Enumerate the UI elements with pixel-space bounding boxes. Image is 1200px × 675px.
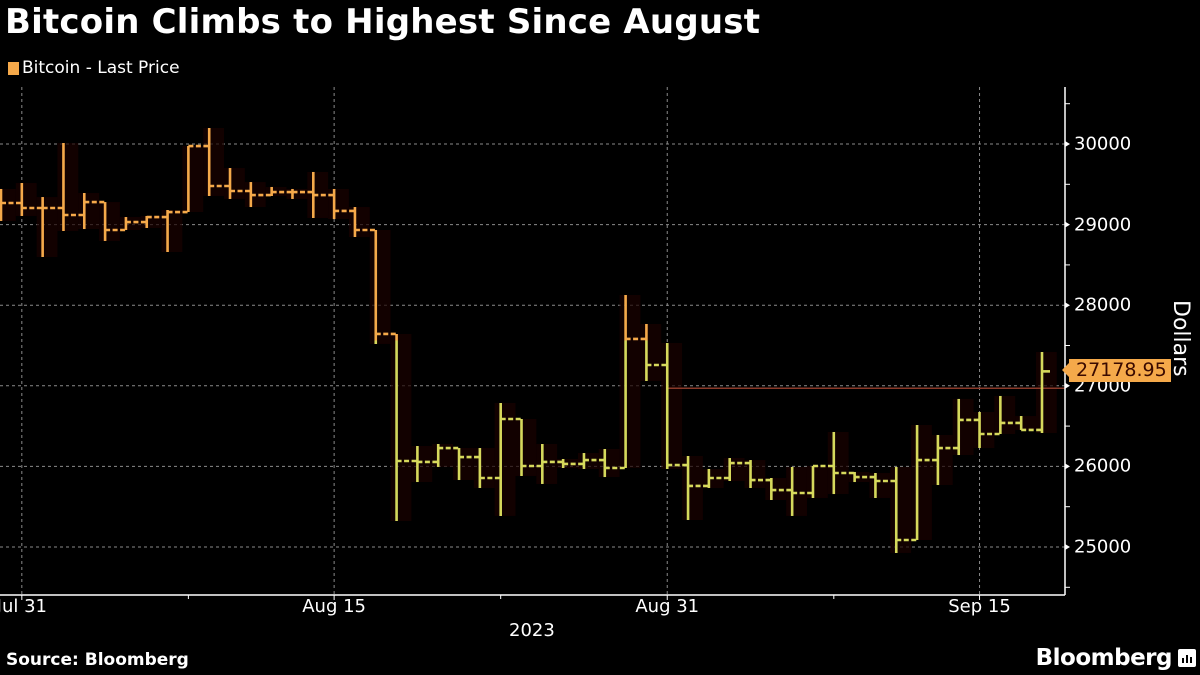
price-bars — [0, 127, 1050, 553]
x-tick-label: Aug 31 — [635, 596, 700, 617]
y-tick-label: 26000 — [1074, 455, 1132, 477]
legend-label: Bitcoin - Last Price — [22, 58, 180, 78]
y-tick-label: 30000 — [1074, 133, 1132, 155]
brand-logo-text: Bloomberg — [1035, 645, 1173, 671]
bloomberg-chart-icon — [1178, 649, 1196, 667]
last-price-tag: 27178.95 — [1062, 359, 1171, 383]
chart-title: Bitcoin Climbs to Highest Since August — [5, 2, 761, 42]
x-tick-label: Aug 15 — [302, 596, 366, 617]
x-tick-label: Jul 31 — [0, 596, 47, 617]
y-tick-label: 29000 — [1074, 214, 1132, 236]
source-note: Source: Bloomberg — [6, 650, 189, 670]
y-tick-label: 25000 — [1074, 536, 1132, 558]
y-axis-title: Dollars — [1168, 300, 1193, 377]
legend: Bitcoin - Last Price — [8, 58, 180, 78]
y-tick-label: 28000 — [1074, 294, 1132, 316]
bar-shading — [0, 127, 1057, 553]
x-tick-label: Sep 15 — [948, 596, 1011, 617]
x-axis-year: 2023 — [509, 620, 555, 641]
legend-swatch-icon — [8, 61, 19, 75]
gridlines — [0, 87, 1065, 595]
axes — [0, 87, 1070, 600]
